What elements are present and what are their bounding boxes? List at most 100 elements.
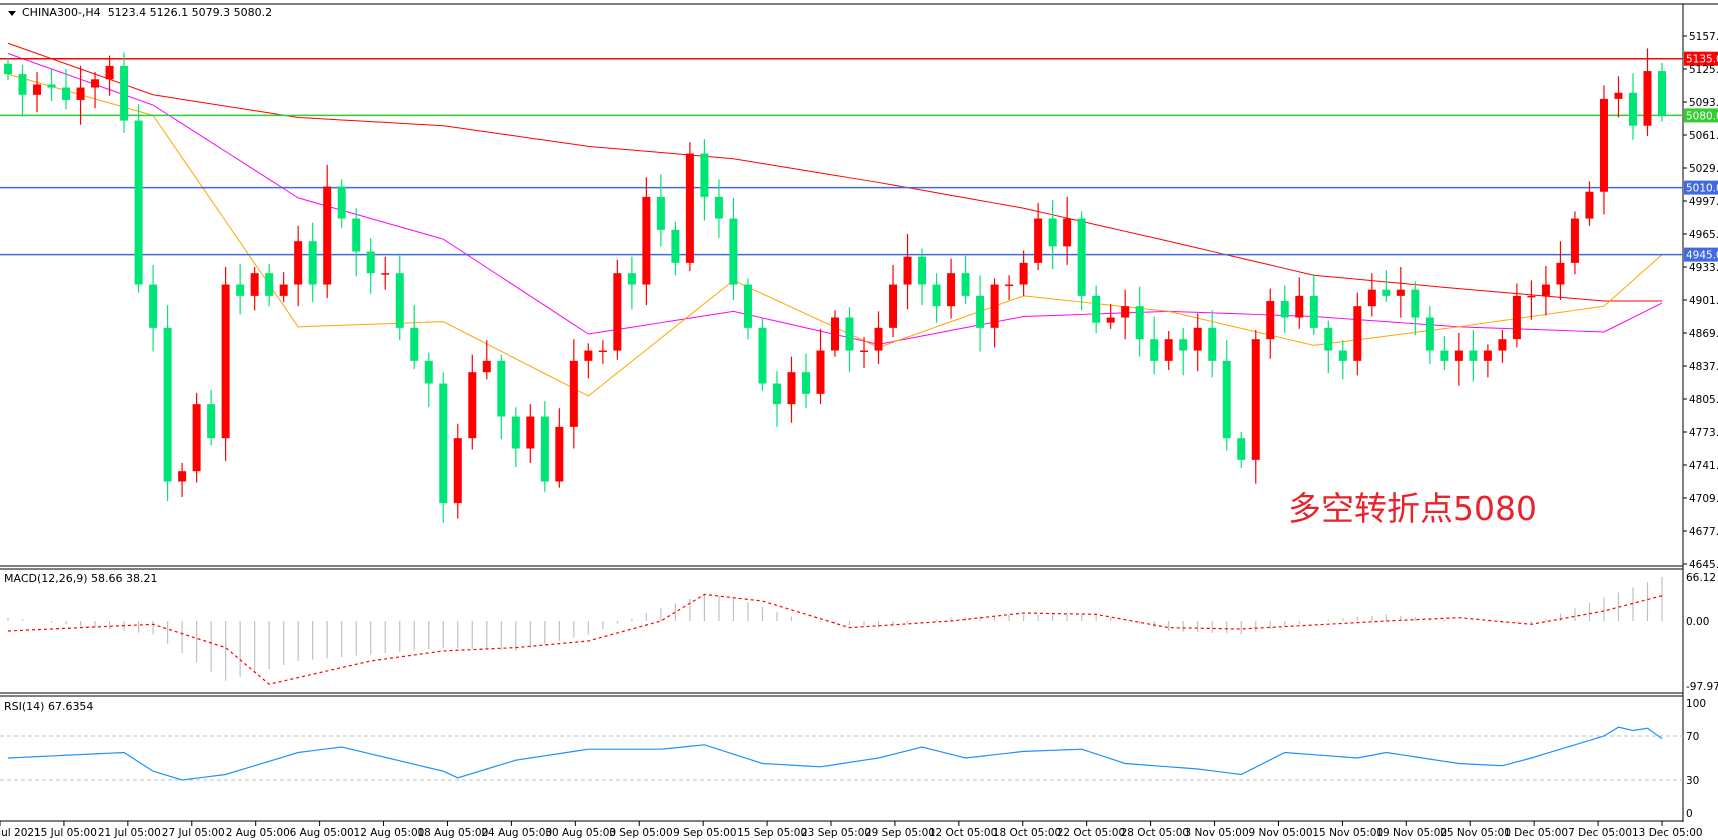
rsi-tick-label: 30 xyxy=(1686,775,1699,787)
price-tick-label: 4837.0 xyxy=(1689,361,1718,373)
candle-body xyxy=(250,273,259,296)
candle-body xyxy=(1164,339,1173,361)
price-tick-label: 4709.0 xyxy=(1689,493,1718,505)
candle-body xyxy=(1338,350,1347,361)
price-tick-label: 4933.0 xyxy=(1689,262,1718,274)
time-tick-label: 3 Sep 05:00 xyxy=(609,827,672,839)
price-tick-label: 5093.0 xyxy=(1689,97,1718,109)
candle-body xyxy=(1541,284,1550,296)
candle-body xyxy=(1324,327,1333,351)
time-tick-label: 21 Jul 05:00 xyxy=(98,827,161,839)
price-tick-label: 4901.0 xyxy=(1689,295,1718,307)
candle-body xyxy=(134,120,143,285)
time-tick-label: 9 Sep 05:00 xyxy=(673,827,736,839)
candle-body xyxy=(598,350,607,353)
rsi-panel xyxy=(0,726,1683,781)
dropdown-triangle-icon[interactable] xyxy=(8,10,16,16)
candle-body xyxy=(207,404,216,439)
time-tick-label: 30 Aug 05:00 xyxy=(545,827,616,839)
level-price-tag xyxy=(1684,247,1718,262)
time-tick-label: 15 Jul 05:00 xyxy=(34,827,97,839)
time-tick-label: 3 Nov 05:00 xyxy=(1185,827,1249,839)
level-price-label: 4945.0 xyxy=(1686,250,1718,262)
time-tick-label: 18 Aug 05:00 xyxy=(417,827,488,839)
chart-header: CHINA300-,H4 5123.4 5126.1 5079.3 5080.2 xyxy=(8,6,272,19)
rsi-title: RSI(14) 67.6354 xyxy=(4,700,94,713)
candle-body xyxy=(120,65,129,121)
horizontal-levels[interactable]: 5135.0 5080.0 5010.0 4945.0 xyxy=(0,51,1718,262)
candle-body xyxy=(265,273,274,296)
candle-body xyxy=(323,186,332,285)
candle-body xyxy=(932,284,941,307)
candle-body xyxy=(236,284,245,296)
candle-body xyxy=(1222,360,1231,439)
rsi-tick-label: 0 xyxy=(1686,808,1693,820)
candle-body xyxy=(656,196,665,230)
candle-body xyxy=(787,372,796,405)
rsi-line xyxy=(7,726,1663,781)
candle-body xyxy=(1614,92,1623,99)
candle-body xyxy=(627,273,636,285)
candle-body xyxy=(1469,350,1478,361)
candle-body xyxy=(163,327,172,482)
moving-average-line-ma_long xyxy=(7,42,1662,302)
time-tick-label: 9 Jul 2021 xyxy=(0,827,41,839)
level-price-tag xyxy=(1684,51,1718,66)
candle-body xyxy=(395,273,404,328)
candle-body xyxy=(279,284,288,296)
candle-body xyxy=(685,153,694,263)
candle-body xyxy=(337,186,346,219)
candle-body xyxy=(947,273,956,307)
candle-body xyxy=(1483,350,1492,361)
candle-body xyxy=(714,196,723,219)
candle-body xyxy=(1425,317,1434,351)
time-tick-label: 6 Aug 05:00 xyxy=(290,827,354,839)
candle-body xyxy=(424,360,433,384)
candle-body xyxy=(18,74,27,95)
candle-body xyxy=(540,416,549,482)
price-tick-label: 5029.0 xyxy=(1689,163,1718,175)
price-tick-label: 4773.0 xyxy=(1689,427,1718,439)
macd-tick-label: 0.00 xyxy=(1686,616,1709,628)
candle-body xyxy=(1106,317,1115,323)
candle-body xyxy=(526,416,535,449)
time-tick-label: 2 Aug 05:00 xyxy=(226,827,290,839)
time-tick-label: 12 Oct 05:00 xyxy=(929,827,997,839)
price-tick-label: 4741.0 xyxy=(1689,460,1718,472)
candle-body xyxy=(410,327,419,361)
candle-body xyxy=(1237,438,1246,460)
price-tick-label: 4805.0 xyxy=(1689,394,1718,406)
candle-body xyxy=(1019,262,1028,285)
candle-body xyxy=(743,284,752,328)
candle-body xyxy=(1585,191,1594,219)
candle-body xyxy=(889,284,898,328)
candle-body xyxy=(1309,295,1318,328)
candle-body xyxy=(1251,339,1260,460)
candle-body xyxy=(801,372,810,394)
candle-body xyxy=(584,350,593,361)
level-price-tag xyxy=(1684,180,1718,195)
macd-tick-label: -97.97 xyxy=(1686,681,1718,693)
candle-body xyxy=(555,426,564,482)
macd-tick-label: 66.12 xyxy=(1686,572,1716,584)
candle-body xyxy=(33,84,42,95)
candle-body xyxy=(1193,327,1202,351)
candle-body xyxy=(1599,98,1608,192)
time-tick-label: 23 Sep 05:00 xyxy=(801,827,871,839)
candle-body xyxy=(729,218,738,285)
candle-body xyxy=(76,87,85,100)
candle-body xyxy=(961,273,970,296)
time-tick-label: 18 Oct 05:00 xyxy=(993,827,1061,839)
candle-body xyxy=(1411,289,1420,318)
time-tick-label: 27 Jul 05:00 xyxy=(162,827,225,839)
candle-body xyxy=(1121,306,1130,318)
candle-body xyxy=(1382,289,1391,296)
candle-body xyxy=(700,153,709,197)
candle-body xyxy=(352,218,361,252)
candle-body xyxy=(990,284,999,328)
time-tick-label: 28 Oct 05:00 xyxy=(1121,827,1189,839)
candle-body xyxy=(453,438,462,504)
time-tick-label: 13 Dec 05:00 xyxy=(1632,827,1703,839)
level-price-tag xyxy=(1684,108,1718,123)
